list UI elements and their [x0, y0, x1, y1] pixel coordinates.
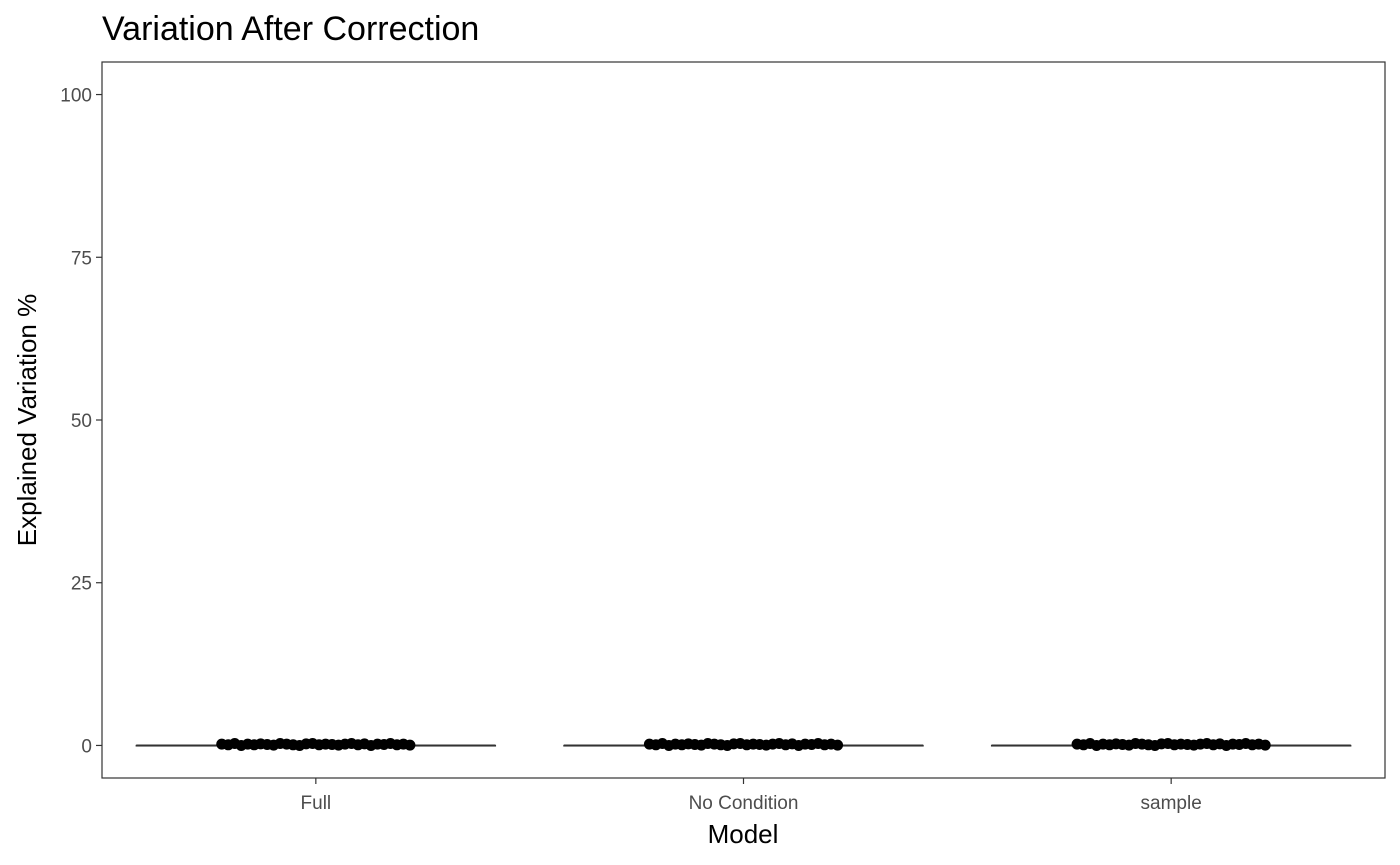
y-tick-label: 100	[60, 86, 92, 107]
data-point	[404, 739, 416, 751]
chart-title: Variation After Correction	[102, 10, 479, 48]
y-axis: 0 25 50 75 100	[60, 86, 102, 757]
data-point	[832, 739, 844, 751]
data-points	[216, 738, 1271, 751]
x-tick-label: Full	[301, 793, 332, 814]
x-tick-label: sample	[1141, 793, 1202, 814]
y-tick-label: 0	[81, 736, 92, 757]
y-tick-label: 75	[71, 248, 92, 269]
x-axis: Full No Condition sample	[301, 778, 1202, 814]
plot-panel	[101, 61, 1386, 779]
y-axis-title: Explained Variation %	[12, 294, 42, 546]
y-tick-label: 25	[71, 574, 92, 595]
data-point	[1259, 739, 1271, 751]
x-axis-title: Model	[708, 819, 779, 849]
x-tick-label: No Condition	[689, 793, 799, 814]
y-tick-label: 50	[71, 411, 92, 432]
